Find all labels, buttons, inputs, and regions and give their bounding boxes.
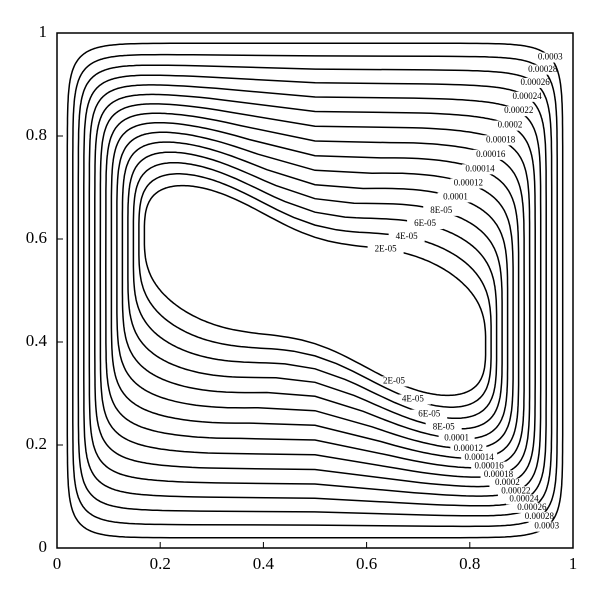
contour-label-bg	[423, 205, 460, 216]
contour-label: 0.00022	[504, 105, 533, 115]
y-tick-label: 1	[39, 22, 48, 41]
contour-label: 0.0002	[498, 120, 523, 130]
contour-label-bg	[524, 64, 561, 75]
contour-label-bg	[450, 178, 487, 189]
contour-label-bg	[394, 394, 431, 405]
contour-label-bg	[388, 231, 425, 242]
contour-label-bg	[482, 135, 519, 146]
contour-label: 0.00024	[512, 91, 542, 101]
contour-label-bg	[528, 521, 565, 532]
contour-label-bg	[509, 91, 546, 102]
contour-label: 0.00014	[465, 452, 495, 462]
x-tick-label: 0.6	[356, 554, 377, 573]
contour-label-bg	[407, 219, 444, 230]
contour-label: 8E-05	[433, 422, 455, 432]
y-tick-label: 0.6	[26, 228, 47, 247]
contour-label: 0.0001	[443, 191, 468, 201]
contour-label: 0.00028	[528, 64, 558, 74]
contour-label: 0.00024	[509, 494, 539, 504]
contour-label: 0.00026	[520, 77, 550, 87]
contour-label-bg	[367, 244, 404, 255]
y-tick-label: 0.4	[26, 331, 48, 350]
plot-frame	[56, 32, 574, 549]
contour-label: 0.00022	[501, 485, 530, 495]
contour-label-bg	[489, 478, 526, 489]
contour-label: 2E-05	[383, 375, 405, 385]
contour-label: 0.00012	[454, 443, 483, 453]
contour-label-bg	[437, 192, 474, 203]
contour-label: 0.00016	[476, 149, 506, 159]
contour-label-bg	[462, 164, 499, 175]
contour-label-bg	[472, 149, 509, 160]
contour-label-bg	[517, 77, 554, 88]
contour-line	[138, 173, 492, 408]
contour-label-bg	[521, 511, 558, 522]
contour-label: 0.0003	[534, 521, 559, 531]
contour-label: 2E-05	[375, 243, 397, 253]
contour-label-bg	[480, 470, 517, 481]
contour-label-bg	[376, 376, 413, 387]
contour-label-bg	[438, 433, 475, 444]
contour-line	[143, 184, 487, 397]
contour-label: 8E-05	[430, 205, 452, 215]
contour-label-bg	[532, 52, 569, 63]
x-tick-label: 0.4	[253, 554, 275, 573]
y-tick-label: 0.2	[26, 434, 47, 453]
contour-label: 0.0001	[444, 433, 469, 443]
contour-label: 6E-05	[418, 409, 440, 419]
contour-label-bg	[450, 443, 487, 454]
contour-label: 4E-05	[396, 231, 418, 241]
x-tick-label: 0	[53, 554, 62, 573]
contour-label: 0.00026	[517, 502, 547, 512]
contour-label: 0.00018	[486, 134, 516, 144]
contour-label: 0.0002	[495, 477, 520, 487]
contour-label-bg	[513, 502, 550, 513]
contour-label-bg	[411, 409, 448, 420]
contour-label: 0.00014	[465, 163, 495, 173]
x-tick-label: 0.2	[150, 554, 171, 573]
contour-line	[66, 42, 564, 539]
contour-label: 0.00028	[525, 511, 555, 521]
contour-label-bg	[506, 494, 543, 505]
contour-label: 6E-05	[414, 218, 436, 228]
x-tick-label: 0.8	[459, 554, 480, 573]
contour-label-bg	[471, 461, 508, 472]
contour-label: 0.0003	[538, 52, 563, 62]
contour-label: 0.00018	[484, 469, 514, 479]
contour-label: 4E-05	[402, 394, 424, 404]
x-tick-label: 1	[569, 554, 578, 573]
contour-label-bg	[497, 486, 534, 497]
contour-label-bg	[461, 452, 498, 463]
contour-label: 0.00012	[454, 178, 483, 188]
y-tick-label: 0.8	[26, 125, 47, 144]
y-tick-label: 0	[39, 537, 48, 556]
contour-line	[132, 161, 498, 420]
contour-label-bg	[500, 106, 537, 117]
contour-label: 0.00016	[475, 461, 505, 471]
contour-label-bg	[491, 120, 528, 131]
contour-label-bg	[425, 422, 462, 433]
